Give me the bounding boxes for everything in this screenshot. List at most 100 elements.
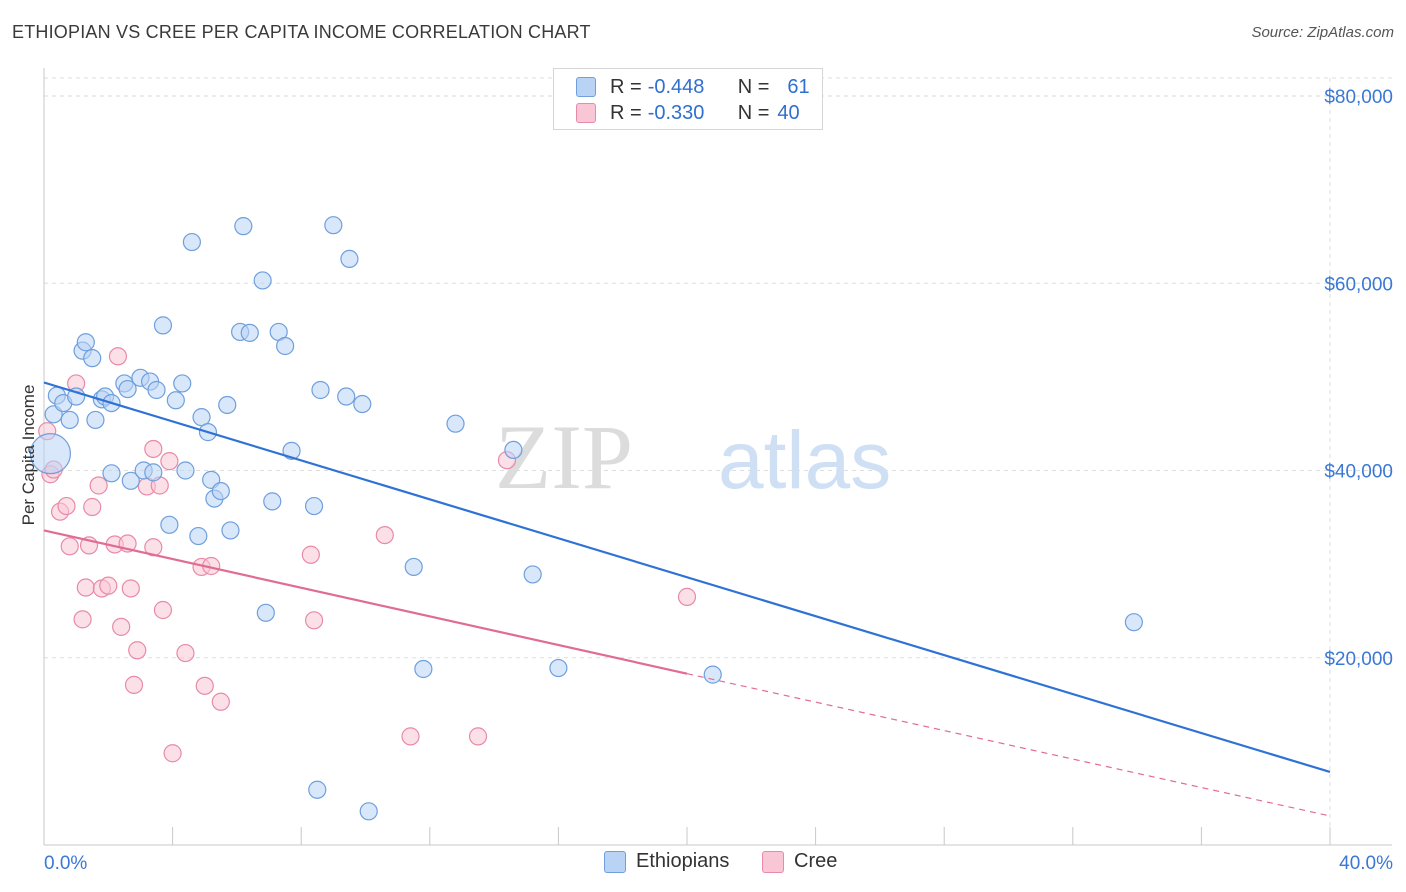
tick-labels: $20,000 $40,000 $60,000 $80,000 0.0% 40.0% xyxy=(44,87,1393,874)
legend-label-cree: Cree xyxy=(794,850,838,872)
cree-point xyxy=(121,579,140,598)
ethiopians-point xyxy=(76,333,95,352)
cree-swatch xyxy=(576,103,596,123)
cree-point xyxy=(160,452,179,471)
ethiopians-trend-line xyxy=(43,381,1331,774)
ethiopians-point xyxy=(359,802,378,821)
y-tick-label: $20,000 xyxy=(1324,649,1393,670)
cree-trend-line xyxy=(43,529,688,675)
cree-point xyxy=(211,692,230,711)
r-label: R = xyxy=(610,101,642,124)
y-tick-label: $40,000 xyxy=(1324,462,1393,483)
cree-point xyxy=(401,727,420,746)
ethiopians-point xyxy=(308,780,327,799)
ethiopians-point xyxy=(523,565,542,584)
cree-point xyxy=(468,727,488,746)
cree-point xyxy=(375,526,394,545)
ethiopians-swatch xyxy=(576,77,596,97)
legend-item-cree: Cree xyxy=(762,850,837,873)
ethiopians-point xyxy=(340,249,359,269)
legend-row-ethiopians: R = -0.448 N = 61 xyxy=(576,74,810,100)
ethiopians-point xyxy=(446,414,465,433)
ethiopians-point xyxy=(160,515,179,534)
chart-title: ETHIOPIAN VS CREE PER CAPITA INCOME CORR… xyxy=(12,22,591,42)
cree-point xyxy=(144,439,163,459)
ethiopians-point xyxy=(234,217,253,236)
ethiopians-point xyxy=(153,316,173,335)
cree-point xyxy=(176,643,195,663)
cree-series xyxy=(38,347,697,763)
cree-point xyxy=(163,744,182,763)
ethiopians-point xyxy=(218,395,237,415)
ethiopians-point xyxy=(147,380,166,400)
cree-point xyxy=(73,610,92,629)
ethiopians-point xyxy=(414,659,433,679)
ethiopians-point xyxy=(144,463,163,482)
cree-point xyxy=(301,545,320,564)
series-legend: Ethiopians Cree xyxy=(0,850,1406,878)
ethiopians-point xyxy=(29,433,72,475)
ethiopians-point xyxy=(176,461,195,480)
source-credit: Source: ZipAtlas.com xyxy=(1251,24,1394,41)
legend-item-ethiopians: Ethiopians xyxy=(604,850,729,873)
ethiopians-point xyxy=(173,374,192,393)
r-label: R = xyxy=(610,75,642,98)
ethiopians-point xyxy=(86,410,105,430)
r-value: -0.330 xyxy=(647,101,705,124)
ethiopians-point xyxy=(256,603,275,622)
cree-point xyxy=(108,347,128,366)
ethiopians-point xyxy=(353,394,372,414)
ethiopians-point xyxy=(182,232,201,252)
ethiopians-point xyxy=(324,216,343,235)
ethiopians-point xyxy=(240,323,259,342)
ethiopians-point xyxy=(263,492,282,511)
cree-point xyxy=(76,578,95,597)
cree-point xyxy=(99,576,118,595)
ethiopians-point xyxy=(166,391,185,410)
ethiopians-point xyxy=(60,410,79,430)
n-value: 61 xyxy=(787,75,810,98)
n-label: N = xyxy=(737,75,770,98)
ethiopians-point xyxy=(118,379,137,399)
ethiopians-point xyxy=(276,336,295,356)
ethiopians-point xyxy=(703,665,722,684)
ethiopians-point xyxy=(337,387,356,406)
ethiopians-point xyxy=(192,408,211,427)
ethiopians-point xyxy=(304,496,324,516)
ethiopians-point xyxy=(253,271,272,290)
cree-point xyxy=(677,587,697,606)
ethiopians-point xyxy=(121,471,140,490)
x-tick-label: 0.0% xyxy=(44,853,87,874)
r-value: -0.448 xyxy=(647,75,705,98)
ethiopians-point xyxy=(549,658,568,678)
cree-swatch xyxy=(762,850,784,873)
ethiopians-point xyxy=(211,481,230,501)
cree-point xyxy=(83,497,102,517)
cree-point xyxy=(112,617,131,636)
y-tick-label: $60,000 xyxy=(1324,274,1393,295)
legend-label-ethiopians: Ethiopians xyxy=(636,850,730,872)
cree-point xyxy=(124,675,144,695)
ethiopians-point xyxy=(1124,613,1143,632)
cree-point xyxy=(153,600,173,620)
ethiopians-series xyxy=(29,216,1143,821)
ethiopians-swatch xyxy=(604,850,626,873)
y-axis-label: Per Capita Income xyxy=(19,385,38,526)
correlation-legend: R = -0.448 N = 61 R = -0.330 N = 40 xyxy=(553,68,823,130)
ethiopians-point xyxy=(311,380,330,400)
cree-point xyxy=(304,611,324,630)
cree-point xyxy=(195,676,214,695)
cree-point xyxy=(60,537,79,556)
ethiopians-point xyxy=(504,440,523,460)
cree-point xyxy=(57,496,76,516)
y-tick-label: $80,000 xyxy=(1324,87,1393,108)
n-value: 40 xyxy=(777,101,800,124)
ethiopians-point xyxy=(189,526,208,546)
trend-lines xyxy=(43,381,1331,817)
ethiopians-point xyxy=(83,349,102,368)
legend-row-cree: R = -0.330 N = 40 xyxy=(576,100,800,126)
watermark-atlas: atlas xyxy=(718,415,891,506)
watermark: ZIP atlas xyxy=(495,406,891,508)
cree-point xyxy=(128,641,147,660)
